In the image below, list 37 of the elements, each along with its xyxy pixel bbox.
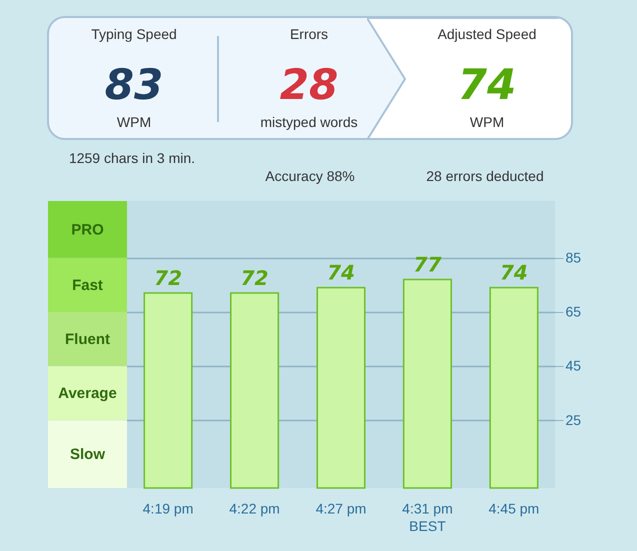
band-label: PRO: [71, 221, 104, 238]
band-label: Fast: [72, 276, 103, 294]
bar: [316, 286, 366, 489]
text: Adjusted Speed: [436, 26, 538, 42]
y-tick-label: 45: [566, 358, 582, 374]
x-tick-label: 4:45 pm: [488, 500, 540, 516]
text: WPM: [116, 114, 152, 130]
y-tick-label: 65: [566, 304, 582, 320]
data-label: 74: [500, 260, 528, 285]
text: WPM: [468, 114, 506, 130]
text: Errors: [288, 26, 330, 42]
bar: [402, 278, 452, 489]
text: mistyped words: [259, 114, 359, 130]
bar: [230, 292, 280, 489]
x-tick-label: 4:19 pm: [142, 500, 194, 516]
data-label: 72: [240, 266, 268, 290]
text: 1259 chars in 3 min.: [68, 150, 196, 166]
y-tick-label: 85: [566, 249, 582, 266]
x-tick-label: 4:22 pm: [229, 500, 280, 516]
text: 28: [278, 60, 340, 109]
data-label: 77: [414, 252, 442, 277]
text: BEST: [409, 518, 446, 534]
band-label: Slow: [70, 446, 106, 464]
data-label: 72: [154, 266, 182, 290]
text: Accuracy 88%: [264, 168, 356, 184]
bar: [144, 292, 193, 489]
band-label: Average: [58, 385, 117, 402]
text: Typing Speed: [90, 26, 178, 42]
text: 83: [104, 60, 164, 109]
bar: [489, 286, 538, 489]
text: 74: [456, 60, 518, 109]
x-tick-label: 4:27 pm: [316, 500, 366, 516]
text: 28 errors deducted: [425, 168, 545, 184]
x-tick-label: 4:31 pm: [402, 500, 453, 516]
y-tick-label: 25: [566, 412, 582, 428]
band-label: Fluent: [65, 331, 110, 348]
data-label: 74: [327, 260, 355, 285]
